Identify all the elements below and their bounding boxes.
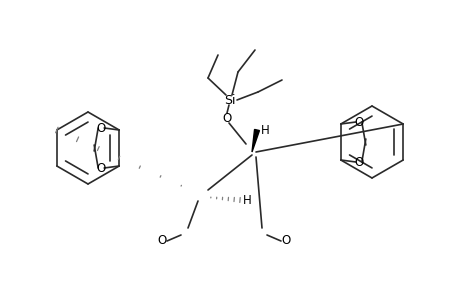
- Text: O: O: [281, 235, 290, 248]
- Text: O: O: [157, 235, 166, 248]
- Text: O: O: [96, 122, 106, 134]
- Text: H: H: [242, 194, 251, 206]
- Text: O: O: [96, 161, 106, 175]
- Polygon shape: [252, 129, 259, 152]
- Text: O: O: [353, 116, 363, 128]
- Text: O: O: [353, 155, 363, 169]
- Text: Si: Si: [224, 94, 235, 106]
- Text: O: O: [222, 112, 231, 124]
- Text: H: H: [260, 124, 269, 136]
